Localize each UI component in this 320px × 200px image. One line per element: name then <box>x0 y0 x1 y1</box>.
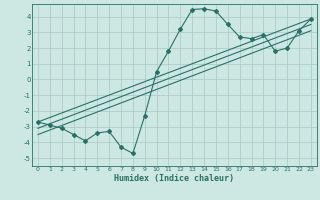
X-axis label: Humidex (Indice chaleur): Humidex (Indice chaleur) <box>115 174 234 183</box>
